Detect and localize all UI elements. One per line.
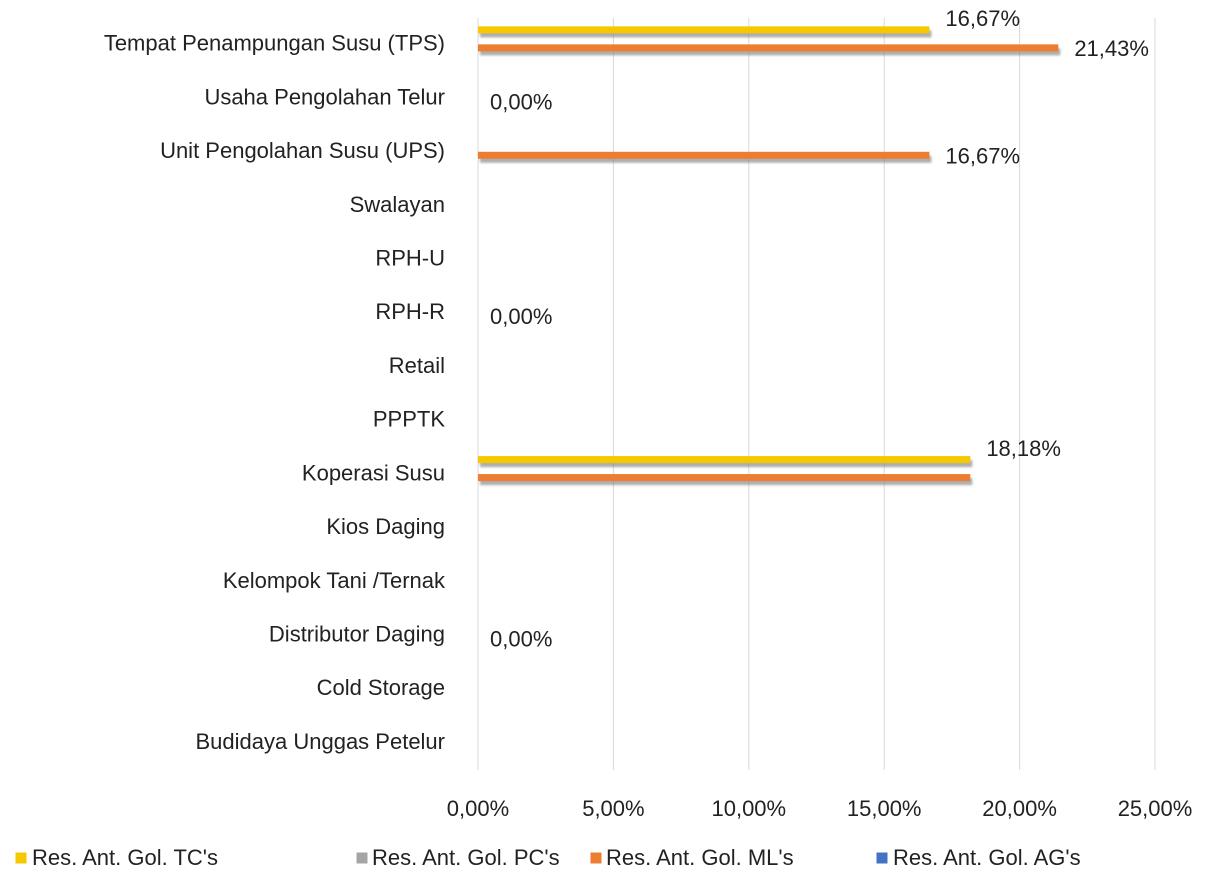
y-tick-label: Distributor Daging bbox=[269, 622, 445, 647]
y-tick-label: Koperasi Susu bbox=[302, 460, 445, 485]
legend-label: Res. Ant. Gol. ML's bbox=[606, 845, 794, 870]
legend-swatch bbox=[589, 851, 603, 865]
legend-label: Res. Ant. Gol. PC's bbox=[372, 845, 560, 870]
y-tick-label: Retail bbox=[389, 353, 445, 378]
y-tick-label: Kios Daging bbox=[326, 514, 445, 539]
y-tick-label: Tempat Penampungan Susu (TPS) bbox=[104, 31, 445, 56]
bar bbox=[478, 44, 1059, 52]
data-label: 0,00% bbox=[490, 304, 552, 329]
y-tick-label: Usaha Pengolahan Telur bbox=[204, 84, 445, 109]
legend-swatch bbox=[355, 851, 369, 865]
legend-swatch bbox=[875, 851, 889, 865]
legend-label: Res. Ant. Gol. AG's bbox=[893, 845, 1081, 870]
x-tick-label: 20,00% bbox=[982, 796, 1057, 821]
bar bbox=[478, 456, 971, 464]
bar bbox=[478, 151, 930, 159]
y-tick-label: PPPTK bbox=[373, 407, 445, 432]
y-tick-label: Budidaya Unggas Petelur bbox=[196, 729, 446, 754]
data-label: 0,00% bbox=[490, 627, 552, 652]
y-tick-label: Kelompok Tani /Ternak bbox=[223, 568, 446, 593]
data-label: 18,18% bbox=[986, 436, 1061, 461]
data-label: 21,43% bbox=[1074, 36, 1149, 61]
data-label: 0,00% bbox=[490, 89, 552, 114]
data-label: 16,67% bbox=[945, 6, 1020, 31]
x-tick-label: 5,00% bbox=[582, 796, 644, 821]
x-tick-label: 15,00% bbox=[847, 796, 922, 821]
bar bbox=[478, 474, 971, 482]
legend-swatch bbox=[14, 851, 28, 865]
y-tick-label: Cold Storage bbox=[317, 675, 445, 700]
x-tick-label: 10,00% bbox=[711, 796, 786, 821]
y-tick-label: Swalayan bbox=[350, 192, 445, 217]
y-tick-label: RPH-R bbox=[375, 299, 445, 324]
data-label: 16,67% bbox=[945, 144, 1020, 169]
bar bbox=[478, 26, 930, 34]
x-tick-label: 25,00% bbox=[1118, 796, 1193, 821]
legend-label: Res. Ant. Gol. TC's bbox=[32, 845, 218, 870]
y-tick-label: RPH-U bbox=[375, 246, 445, 271]
x-tick-label: 0,00% bbox=[447, 796, 509, 821]
y-tick-label: Unit Pengolahan Susu (UPS) bbox=[160, 138, 445, 163]
